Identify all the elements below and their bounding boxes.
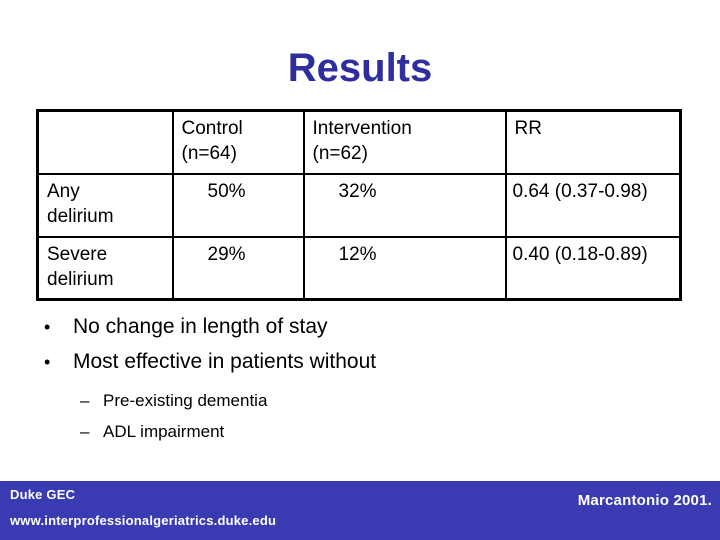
table-row-any-delirium: Any delirium 50% 32% 0.64 (0.37-0.98) [36, 172, 682, 238]
bullet-icon: • [44, 352, 51, 372]
table-header-intervention: Intervention (n=62) [302, 109, 507, 175]
bullet-list: • No change in length of stay • Most eff… [44, 314, 684, 452]
sub-bullet-list: – Pre-existing dementia – ADL impairment [80, 390, 684, 442]
citation-text: Marcantonio 2001. [577, 492, 712, 509]
intervention-value: 32% [302, 172, 507, 238]
table-header-row: Control (n=64) Intervention (n=62) RR [36, 109, 682, 175]
row-label: Severe delirium [36, 235, 174, 301]
list-item: – ADL impairment [80, 421, 684, 442]
table-header-empty [36, 109, 174, 175]
table-header-control: Control (n=64) [171, 109, 305, 175]
sub-bullet-text: Pre-existing dementia [103, 391, 268, 410]
rr-value: 0.40 (0.18-0.89) [504, 235, 682, 301]
table-row-severe-delirium: Severe delirium 29% 12% 0.40 (0.18-0.89) [36, 235, 682, 301]
dash-icon: – [80, 422, 90, 441]
intervention-value: 12% [302, 235, 507, 301]
control-value: 29% [171, 235, 305, 301]
table-header-rr: RR [504, 109, 682, 175]
footer-url: www.interprofessionalgeriatrics.duke.edu [10, 513, 277, 528]
list-item: • Most effective in patients without [44, 349, 684, 375]
bullet-text: No change in length of stay [73, 315, 328, 338]
page-title: Results [287, 46, 433, 90]
list-item: • No change in length of stay [44, 314, 684, 340]
rr-value: 0.64 (0.37-0.98) [504, 172, 682, 238]
list-item: – Pre-existing dementia [80, 390, 684, 411]
sub-bullet-text: ADL impairment [103, 422, 225, 441]
footer-bar: Duke GEC www.interprofessionalgeriatrics… [0, 481, 720, 540]
bullet-icon: • [44, 317, 51, 337]
dash-icon: – [80, 391, 90, 410]
control-value: 50% [171, 172, 305, 238]
row-label: Any delirium [36, 172, 174, 238]
footer-org-label: Duke GEC [10, 487, 76, 502]
results-table: Control (n=64) Intervention (n=62) RR An… [36, 109, 682, 301]
bullet-text: Most effective in patients without [73, 350, 377, 373]
